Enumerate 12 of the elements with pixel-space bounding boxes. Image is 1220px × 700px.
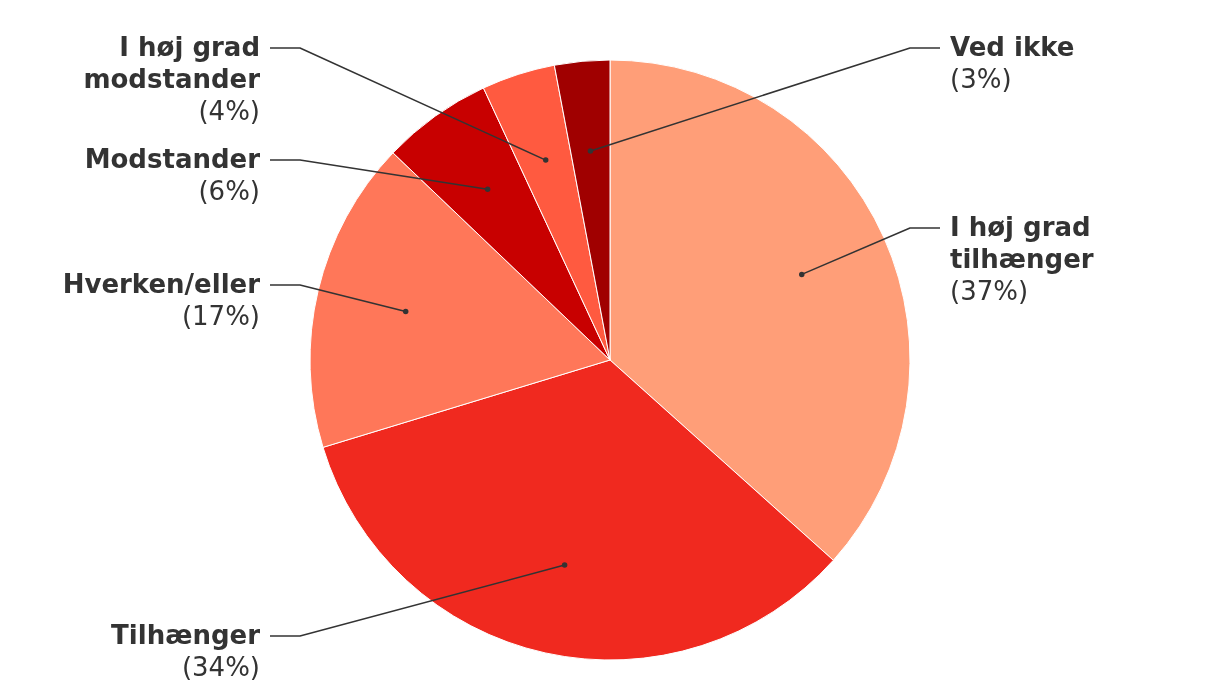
- data-label: (17%): [181, 301, 260, 331]
- slice-label: Hverken/eller: [62, 269, 261, 299]
- slice-label: Tilhænger: [111, 620, 261, 650]
- slice-label: I høj grad tilhænger: [950, 212, 1094, 274]
- data-label: (34%): [181, 652, 260, 682]
- data-label: (3%): [950, 64, 1012, 94]
- slice-label: Ved ikke: [950, 32, 1075, 62]
- slice-label: I høj grad modstander: [83, 32, 261, 94]
- data-label: (4%): [198, 96, 260, 126]
- data-label: (37%): [950, 276, 1029, 306]
- slice-label: Modstander: [84, 144, 261, 174]
- data-label: (6%): [198, 176, 260, 206]
